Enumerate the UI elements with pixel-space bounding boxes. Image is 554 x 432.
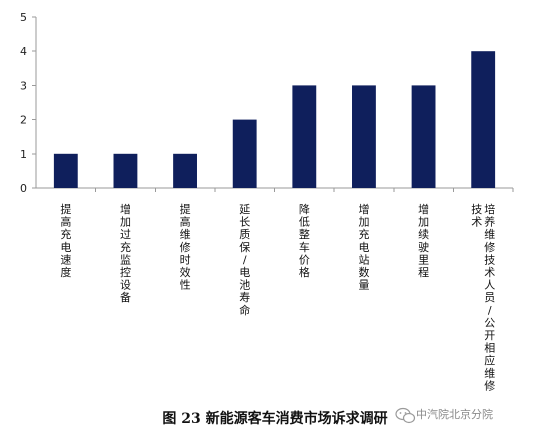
bar [173,153,197,188]
category-label-line: 技术 [471,203,482,229]
bar [113,153,138,188]
bar [471,51,496,189]
y-tick-label: 4 [20,45,27,58]
category-label-line: 增加过充监控设备 [120,202,131,304]
bar [411,85,436,188]
category-label: 提高维修时效性 [180,203,191,292]
wechat-logo-icon [395,407,416,424]
category-label: 延长质保/电池寿命 [239,203,250,317]
y-tick-label: 1 [20,148,27,161]
plot-area: 0 1 2 3 4 5 提高充电速度 增加过充监控设备 提高维修时效性 延长质保/电池寿命 降低整… [20,11,514,392]
bar [232,119,257,188]
y-tick-label: 2 [20,114,27,127]
category-label-line: 增加续驶里程 [418,202,429,279]
category-label: 增加过充监控设备 [120,202,131,304]
watermark: 中汽院北京分院 [395,407,493,424]
x-ticks [95,188,514,192]
figure-caption: 图 23 新能源客车消费市场诉求调研 [162,410,387,427]
y-ticks: 0 1 2 3 4 5 [20,11,36,195]
bars [53,51,496,189]
bar [292,85,317,188]
bar [53,153,78,188]
y-tick-label: 3 [20,79,27,92]
category-label-line: 降低整车价格 [299,202,310,279]
category-label: 增加充电站数量 [358,202,369,292]
category-label: 增加续驶里程 [418,202,429,279]
y-tick-label: 5 [20,11,27,24]
category-labels: 提高充电速度 增加过充监控设备 提高维修时效性 延长质保/电池寿命 降低整车价格 增加充电… [60,202,495,392]
watermark-text: 中汽院北京分院 [416,407,493,421]
category-label: 降低整车价格 [299,202,310,279]
category-label-line: 增加充电站数量 [358,202,369,292]
category-label-line: 培养维修技术人员/公开相应维修 [484,202,495,392]
y-tick-label: 0 [20,182,27,195]
bar [352,85,376,188]
category-label: 提高充电速度 [60,203,71,279]
category-label-line: 提高充电速度 [60,203,71,279]
category-label-line: 提高维修时效性 [180,203,191,292]
category-label-line: 延长质保/电池寿命 [239,203,250,317]
